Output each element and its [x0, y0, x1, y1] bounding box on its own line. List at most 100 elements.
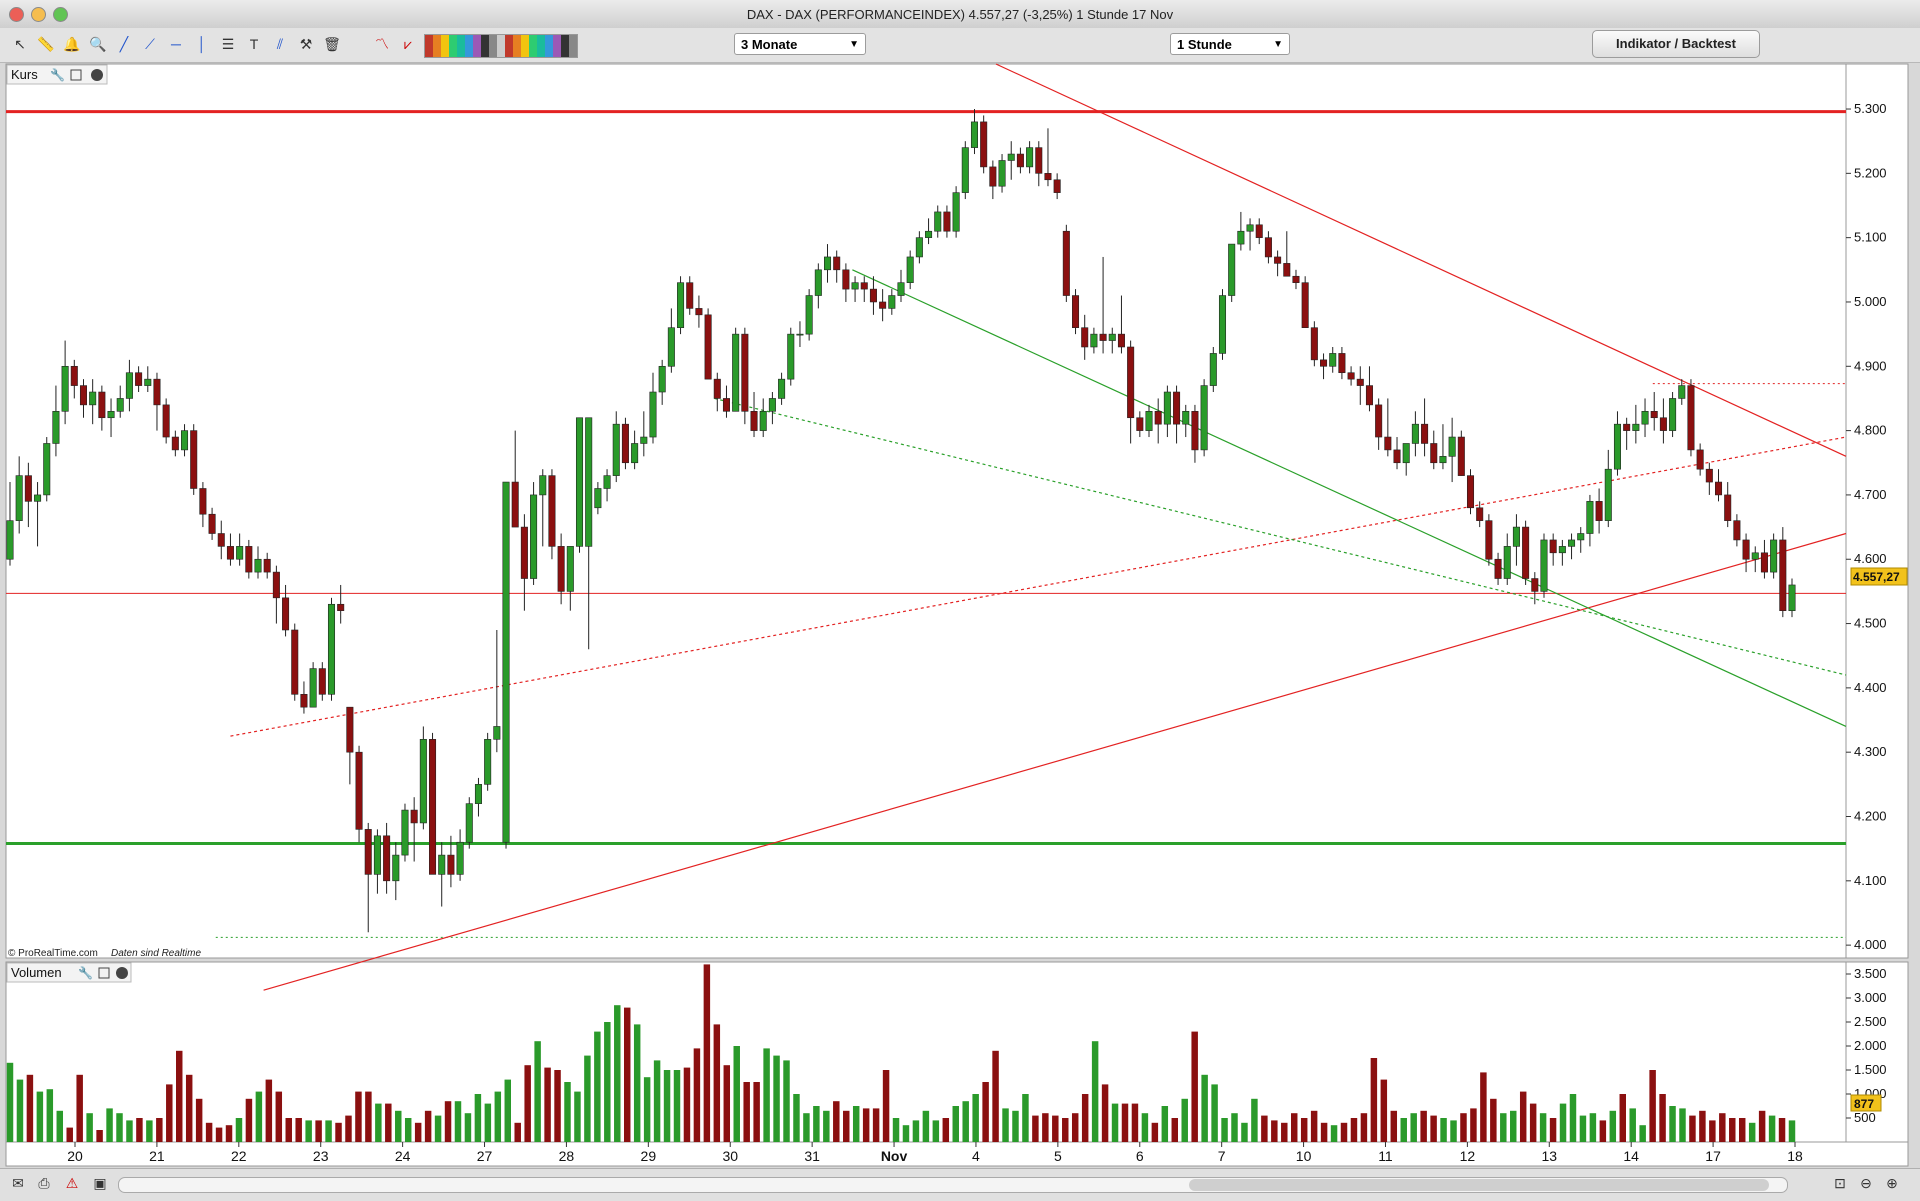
candle-body [171, 436, 179, 451]
volume-bars [6, 964, 1796, 1142]
candle-body [217, 533, 225, 547]
chart-style-icon[interactable]: 〽 [375, 36, 389, 52]
candle-body [1669, 398, 1677, 431]
volume-bar [255, 1091, 263, 1142]
trash-icon[interactable]: 🗑 [323, 36, 341, 52]
fibonacci-icon[interactable]: ☰ [221, 36, 235, 52]
credit-text: © ProRealTime.com [8, 948, 98, 959]
candle-body [970, 121, 978, 148]
zoom-fit-icon[interactable]: ⊡ [1834, 1175, 1846, 1191]
volume-bar [1340, 1122, 1348, 1142]
volume-tick-label: 500 [1854, 1110, 1876, 1125]
candle-body [502, 481, 510, 843]
volume-bar [1390, 1110, 1398, 1142]
candle-body [621, 423, 629, 464]
alert-icon[interactable]: ⚠ [65, 1175, 79, 1191]
x-tick-label: 13 [1541, 1148, 1557, 1164]
volume-bar [514, 1122, 521, 1142]
print-icon[interactable]: ⎙ [38, 1175, 50, 1191]
volume-bar [982, 1082, 989, 1142]
volume-bar [862, 1108, 870, 1142]
x-tick-label: 27 [477, 1148, 493, 1164]
wrench-icon[interactable]: 🔧 [50, 67, 65, 82]
last-volume-label: 877 [1854, 1097, 1874, 1111]
candle-body [98, 391, 106, 419]
ruler-icon[interactable]: 📏 [37, 36, 55, 52]
settings-icon[interactable]: ⚒ [299, 36, 313, 52]
close-window-icon[interactable] [9, 7, 24, 22]
vertical-line-icon[interactable]: │ [197, 36, 207, 52]
scrollbar-thumb[interactable] [1189, 1179, 1769, 1191]
candle-body [125, 372, 133, 399]
volume-tick-label: 2.500 [1854, 1014, 1887, 1029]
volume-bar [335, 1122, 342, 1142]
zoom-out-icon[interactable]: ⊖ [1860, 1175, 1872, 1191]
volume-bar [16, 1079, 24, 1142]
candle-body [1209, 353, 1217, 386]
volume-bar [395, 1110, 402, 1142]
candle-body [686, 282, 694, 309]
candle-body [493, 726, 501, 740]
candle-body [1402, 443, 1410, 464]
trendline-icon[interactable]: ⟋ [145, 36, 155, 52]
candle-body [355, 751, 363, 830]
candle-body [1577, 533, 1585, 541]
volume-bar [1310, 1110, 1318, 1142]
candle-body [741, 333, 749, 412]
channel-icon[interactable]: ⫽ [276, 36, 284, 52]
indicator-backtest-button[interactable]: Indikator / Backtest [1592, 30, 1760, 58]
candle-body [1072, 295, 1080, 328]
xaxis-background [5, 1141, 1909, 1167]
candle-body [842, 269, 850, 290]
wrench-icon[interactable]: 🔧 [78, 965, 93, 980]
candle-body [1696, 449, 1704, 470]
alarm-icon[interactable]: 🔔 [63, 36, 81, 52]
horizontal-line-icon[interactable]: ─ [171, 36, 181, 52]
interval-select[interactable]: 1 Stunde ▼ [1170, 33, 1290, 55]
candle-body [438, 854, 446, 875]
zoom-in-icon[interactable]: ⊕ [1886, 1175, 1898, 1191]
horizontal-scrollbar[interactable] [118, 1177, 1788, 1193]
period-select-value: 3 Monate [741, 37, 798, 52]
candle-body [1320, 359, 1328, 367]
mail-icon[interactable]: ✉ [12, 1175, 24, 1191]
pointer-icon[interactable]: ↖ [14, 36, 26, 52]
candle-body [1476, 507, 1484, 521]
candle-body [667, 327, 675, 367]
close-panel-icon[interactable] [116, 967, 128, 979]
volume-bar [534, 1041, 541, 1142]
candle-body [1531, 578, 1539, 592]
candle-body [1182, 411, 1190, 425]
x-tick-label: 31 [804, 1148, 820, 1164]
pattern-icon[interactable]: ⩗ [404, 36, 412, 52]
volume-bar [942, 1118, 950, 1142]
horizontal-lines [6, 110, 1846, 938]
trend-line [230, 436, 1847, 737]
candle-body [1705, 468, 1713, 483]
zoom-window-icon[interactable] [53, 7, 68, 22]
x-tick-label: 12 [1460, 1148, 1476, 1164]
window-icon[interactable] [98, 967, 110, 979]
candle-body [1448, 436, 1456, 457]
zoom-icon[interactable]: 🔍 [89, 36, 107, 52]
text-icon[interactable]: T [249, 36, 259, 52]
period-select[interactable]: 3 Monate ▼ [734, 33, 866, 55]
candle-body [915, 237, 923, 258]
color-palette[interactable] [424, 34, 578, 58]
window-icon[interactable] [70, 69, 82, 81]
image-icon[interactable]: ▣ [93, 1175, 107, 1191]
candle-body [318, 668, 326, 695]
close-panel-icon[interactable] [91, 69, 103, 81]
candle-body [1604, 468, 1612, 521]
volume-bar [1589, 1113, 1597, 1142]
candle-body [1356, 378, 1364, 386]
volume-bar [1201, 1074, 1208, 1142]
volume-bar [833, 1101, 840, 1142]
line-icon[interactable]: ╱ [119, 36, 129, 52]
candle-body [309, 668, 317, 708]
minimize-window-icon[interactable] [31, 7, 46, 22]
candle-body [1044, 173, 1052, 181]
candle-body [1411, 423, 1419, 444]
candle-body [1117, 333, 1125, 348]
